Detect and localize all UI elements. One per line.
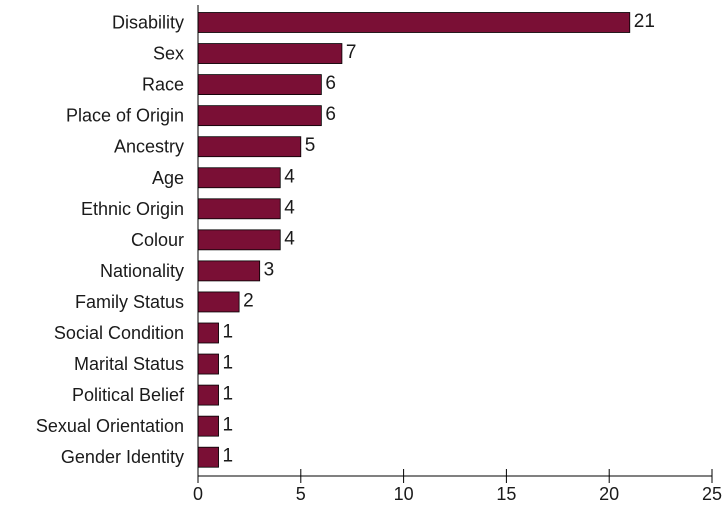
- category-label-place-of-origin: Place of Origin: [66, 106, 184, 126]
- data-label-marital-status: 1: [223, 353, 234, 374]
- category-label-political-belief: Political Belief: [72, 385, 185, 405]
- data-label-age: 4: [284, 166, 295, 187]
- x-axis-ticks: 0 5 10 15 20 25: [193, 469, 722, 504]
- bar-family-status: [197, 291, 240, 313]
- bar-ethnic-origin: [197, 198, 281, 220]
- x-tick-label-20: 20: [599, 484, 619, 504]
- data-label-disability: 21: [634, 11, 655, 32]
- data-label-sex: 7: [346, 42, 357, 63]
- category-label-age: Age: [152, 168, 184, 188]
- bars-layer: [197, 12, 631, 468]
- category-label-race: Race: [142, 75, 184, 95]
- bar-age: [197, 167, 281, 189]
- category-label-gender-identity: Gender Identity: [61, 447, 184, 467]
- bar-place-of-origin: [197, 105, 322, 127]
- category-label-ethnic-origin: Ethnic Origin: [81, 199, 184, 219]
- bar-sex: [197, 43, 343, 64]
- bar-marital-status: [197, 353, 219, 375]
- bar-sexual-orientation: [197, 415, 219, 437]
- category-label-sex: Sex: [153, 44, 184, 64]
- bar-disability: [197, 12, 631, 33]
- category-label-ancestry: Ancestry: [114, 137, 184, 157]
- bar-gender-identity: [197, 446, 219, 468]
- category-label-nationality: Nationality: [100, 261, 184, 281]
- data-label-colour: 4: [284, 228, 295, 249]
- category-label-marital-status: Marital Status: [74, 354, 184, 374]
- category-label-family-status: Family Status: [75, 292, 184, 312]
- bar-race: [197, 74, 322, 95]
- data-label-social-condition: 1: [223, 322, 234, 343]
- x-tick-label-25: 25: [702, 484, 722, 504]
- data-label-nationality: 3: [264, 259, 275, 280]
- x-tick-label-10: 10: [394, 484, 414, 504]
- bar-ancestry: [197, 136, 302, 158]
- category-label-disability: Disability: [112, 13, 184, 33]
- data-label-sexual-orientation: 1: [223, 415, 234, 436]
- x-tick-label-0: 0: [193, 484, 203, 504]
- bar-social-condition: [197, 322, 219, 344]
- data-label-ethnic-origin: 4: [284, 197, 295, 218]
- data-label-political-belief: 1: [223, 384, 234, 405]
- category-label-colour: Colour: [131, 230, 184, 250]
- bar-political-belief: [197, 384, 219, 406]
- category-label-social-condition: Social Condition: [54, 323, 184, 343]
- data-label-race: 6: [325, 73, 336, 94]
- data-label-ancestry: 5: [305, 135, 316, 156]
- bar-colour: [197, 229, 281, 251]
- data-label-place-of-origin: 6: [325, 104, 336, 125]
- bar-nationality: [197, 260, 261, 282]
- x-tick-label-5: 5: [296, 484, 306, 504]
- category-labels: Disability Sex Race Place of Origin Ancestry…: [36, 13, 185, 468]
- category-label-sexual-orientation: Sexual Orientation: [36, 416, 184, 436]
- x-tick-label-15: 15: [496, 484, 516, 504]
- data-label-gender-identity: 1: [223, 446, 234, 467]
- data-label-family-status: 2: [243, 290, 254, 311]
